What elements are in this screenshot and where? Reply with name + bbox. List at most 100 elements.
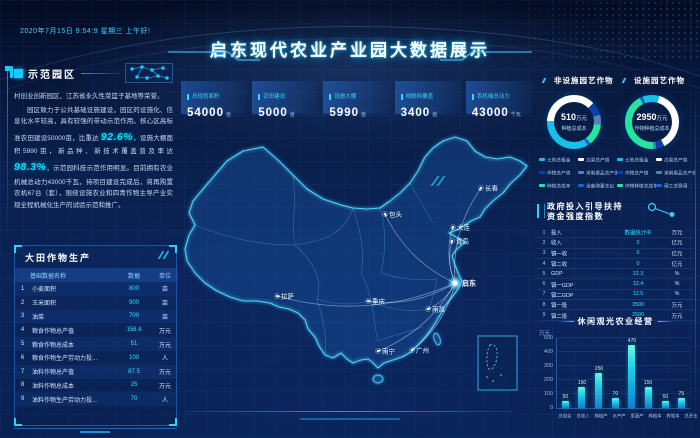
bar-value-label: 150 (644, 380, 653, 386)
bar-value-label: 250 (594, 366, 603, 372)
donut-left-legend: 土地总租金 瓜果总产值 作物总产值 采制果品总产值 种植总成本 设备购置支出 (539, 155, 617, 190)
bar-value-label: 50 (562, 394, 569, 400)
table-row: 2 收入 0 亿元 (537, 238, 694, 249)
table-row: 7 油料作物总产值 87.5 万元 (15, 364, 178, 379)
datetime-text: 2020年7月15日 9:54:9 星期三 上午好! (20, 28, 151, 35)
stat-value: 54000 亩 (187, 107, 231, 119)
bar-cell: 50 (657, 338, 674, 408)
city-dot (479, 186, 483, 190)
table-row: 6 镇一GDP 12.4% (537, 279, 694, 290)
table-row: 5 GDP 12.3% (537, 269, 694, 280)
city-label: 南宁 (382, 346, 396, 355)
donut-chart-nonfacility: 510万元 种植总成本 (547, 95, 601, 149)
bar (611, 398, 619, 408)
demo-park-paragraphs: 村创业创新园区、江苏省永久性菜篮子基地等荣誉。 园区致力于公共基础设施建设，园区… (14, 91, 173, 211)
city-dot (450, 239, 454, 243)
table-row: 9 镇二投 2500 万元 (537, 310, 694, 321)
x-tick-label: 总开支 (684, 414, 698, 419)
gridline (557, 393, 690, 394)
demo-paragraph-2: 园区致力于公共基础设施建设，园区的设施化、信息化水平较高，具有较强的带动示范作用… (14, 106, 174, 209)
city-dot (410, 348, 414, 352)
table-row: 3 镇一收 0 亿元 (537, 249, 694, 259)
table-row: 9 油料作物生产劳动力投... 70 人 (15, 392, 178, 407)
legend-item: 采制果品总产值 (578, 168, 617, 177)
col-name: 基础数据名称 (30, 268, 116, 282)
panel-leisure-agri: 休闲观光农业经营 万元 50 150 250 70 470 150 50 75 (537, 316, 698, 422)
hub-label: 启东 (462, 279, 476, 288)
table-row: 5 粮食作物总成本 51 万元 (15, 337, 178, 351)
bar (578, 387, 586, 408)
left-rail-decoration (5, 66, 10, 238)
field-crops-title: 大田作物生产 (25, 253, 92, 263)
field-crops-header-row: 基础数据名称 数据 单位 (15, 268, 178, 282)
x-tick-label: 总租金 (558, 414, 572, 419)
legend-item: 土地总租金 (539, 155, 578, 164)
stat-value: 3400 亩 (400, 107, 438, 119)
legend-item: 用工总费用 (656, 181, 695, 190)
flight-route (384, 213, 456, 284)
city-label: 青岛 (456, 236, 469, 245)
gridline (557, 379, 690, 380)
title-line-decoration (81, 72, 120, 74)
bar (561, 401, 569, 408)
bar-value-label: 75 (678, 390, 685, 397)
stat-card-2: 设施大棚 5990 亩 (323, 81, 390, 119)
bar-cell: 250 (590, 338, 607, 408)
bar-cell: 75 (673, 338, 690, 408)
city-label: 南昌 (432, 304, 445, 313)
title-wing-left (168, 49, 260, 63)
donut-right-legend: 土地总租金 瓜果总产值 作物总产值 采制果品总产值 作物种植总成本 用工总费用 (617, 155, 695, 190)
legend-item: 瓜果总产值 (656, 155, 695, 164)
page-title: 启东现代农业产业园大数据展示 (210, 41, 490, 60)
flight-routes (275, 187, 482, 352)
demo-paragraph-1: 村创业创新园区、江苏省永久性菜篮子基地等荣誉。 (14, 93, 164, 100)
bar-cell: 50 (557, 338, 574, 408)
flight-route (366, 282, 456, 303)
bar-value-label: 70 (612, 391, 619, 397)
city-label: 拉萨 (281, 291, 295, 300)
title-wing-right (440, 49, 532, 63)
flight-route (275, 282, 456, 307)
field-crops-table: 基础数据名称 数据 单位 1 小麦面积 800 亩 2 玉米面积 900 亩 3 油菜 7… (15, 268, 178, 407)
legend-item: 作物总产值 (539, 168, 578, 177)
bar-value-label: 150 (577, 380, 587, 386)
bar-cell: 150 (640, 338, 657, 408)
right-rail-decoration (695, 80, 696, 420)
city-label: 重庆 (372, 296, 386, 305)
flight-route (377, 282, 456, 352)
panel-gov-funds: 政府投入引导扶持 资金强度指数 1 投入 数据统计中 万元 2 收入 0 亿元 3 镇一收… (537, 202, 694, 321)
bar (595, 373, 603, 408)
double-slash-icon (430, 176, 446, 186)
legend-item: 设备购置支出 (578, 181, 617, 190)
donut-left-title: 非设施园艺作物 (543, 75, 614, 86)
legend-item: 采制果品总产值 (656, 168, 695, 177)
city-label: 长春 (485, 183, 499, 192)
stat-label: 设施大棚 (329, 94, 356, 100)
table-row: 3 油菜 700 亩 (15, 309, 178, 324)
y-tick-label: 100 (543, 391, 553, 397)
city-dot (451, 225, 455, 229)
circuit-dots-icon (125, 63, 173, 83)
bar (678, 397, 686, 408)
stat-card-4: 农机械总动力 43000 千瓦 (465, 81, 533, 119)
gridline (557, 337, 690, 338)
stat-card-0: 总规划面积 54000 亩 (181, 81, 248, 119)
map-baseline-decoration (185, 411, 515, 412)
table-row: 2 玉米面积 900 亩 (20, 299, 168, 308)
x-tick-label: 种植本 (648, 414, 662, 419)
bar (628, 345, 636, 408)
donut-right-title: 设施园艺作物 (623, 75, 685, 86)
stats-row: 总规划面积 54000 亩 农田建设 5000 亩 设施大棚 5990 亩 物联网覆盖… (181, 81, 533, 119)
circle-link-icon (647, 202, 675, 217)
flight-route (411, 282, 456, 351)
col-value: 数据 (116, 268, 152, 282)
demo-park-title: 示范园区 (28, 69, 76, 81)
table-row: 6 粮食作物生产劳动力投... 100 人 (20, 354, 168, 363)
x-tick-label: 果蔬产 (630, 414, 644, 419)
city-label: 大连 (457, 222, 471, 231)
square-bullet-icon (14, 68, 23, 78)
gridline (557, 365, 690, 366)
china-map: 长春 包头 大连 青岛 拉萨 重庆 南昌 南宁 广州 启东 (175, 113, 535, 413)
